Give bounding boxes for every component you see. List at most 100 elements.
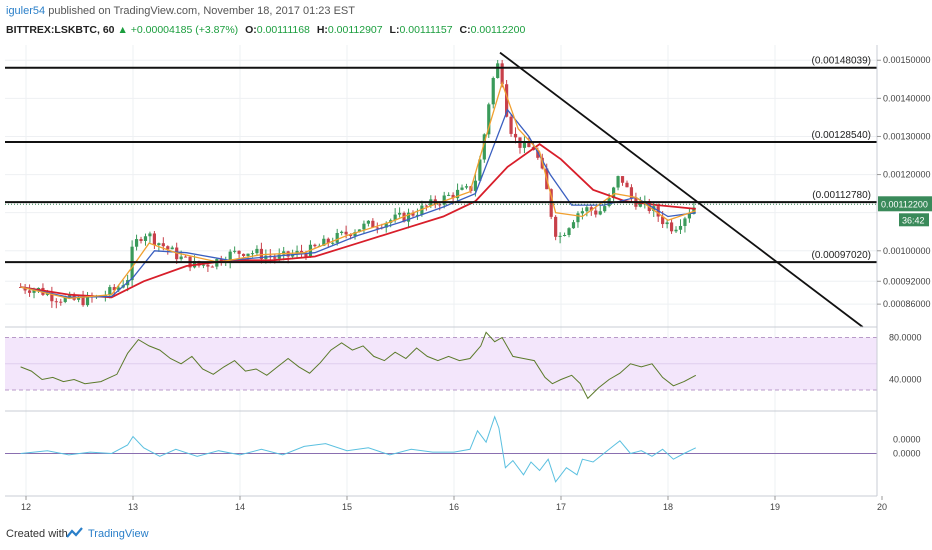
tradingview-brand[interactable]: TradingView bbox=[88, 528, 149, 540]
candle-body bbox=[50, 293, 54, 302]
candle-body bbox=[148, 233, 152, 237]
tradingview-logo-icon bbox=[66, 527, 83, 538]
candle-body bbox=[424, 205, 428, 207]
ema-slow-line bbox=[20, 142, 696, 299]
candle-body bbox=[228, 251, 232, 262]
price-tick-label: 0.00120000 bbox=[883, 170, 931, 180]
candle-body bbox=[580, 211, 584, 214]
candle-body bbox=[567, 228, 571, 235]
ema-fast-line bbox=[20, 81, 697, 300]
candle-body bbox=[375, 227, 379, 229]
candle-body bbox=[170, 247, 174, 250]
countdown-tag: 36:42 bbox=[902, 215, 925, 225]
price-axis[interactable]: 0.00150000 0.00140000 0.00130000 0.00120000… bbox=[877, 55, 932, 459]
candle-body bbox=[571, 222, 576, 229]
oscillator-pane bbox=[5, 415, 877, 483]
candle-body bbox=[669, 222, 674, 232]
candle-body bbox=[134, 239, 139, 247]
osc-tick-label: 0.0000 bbox=[893, 449, 921, 459]
candle-body bbox=[687, 213, 691, 219]
candle-body bbox=[487, 104, 491, 135]
candle-body bbox=[340, 231, 344, 233]
candle-body bbox=[291, 254, 295, 257]
candle-body bbox=[77, 297, 81, 300]
ema-mid-line bbox=[20, 108, 696, 298]
candle-body bbox=[522, 142, 527, 148]
candle-body bbox=[447, 194, 451, 196]
candle-body bbox=[331, 242, 335, 244]
price-tick-label: 0.00150000 bbox=[883, 55, 931, 65]
time-tick-label: 13 bbox=[128, 502, 138, 512]
candle-body bbox=[366, 220, 370, 224]
published-text: published on TradingView.com, November 1… bbox=[48, 5, 355, 17]
price-tick-label: 0.00100000 bbox=[883, 246, 931, 256]
open-value: 0.00111168 bbox=[256, 24, 310, 36]
candle-body bbox=[505, 84, 509, 117]
candle-body bbox=[63, 297, 67, 302]
candle-body bbox=[513, 133, 518, 138]
rsi-pane bbox=[20, 331, 697, 400]
price-tick-label: 0.00130000 bbox=[883, 131, 931, 141]
last-price-tag-box bbox=[878, 196, 932, 212]
candle-body bbox=[411, 212, 415, 216]
candle-body bbox=[415, 214, 420, 216]
open-label: O: bbox=[245, 24, 257, 36]
symbol-line: BITTREX:LSKBTC, 60 ▲ +0.00004185 (+3.87%… bbox=[6, 24, 525, 36]
candle-body bbox=[179, 256, 183, 260]
time-axis[interactable]: 12 13 14 15 16 17 18 19 20 bbox=[21, 496, 887, 512]
high-label: H: bbox=[316, 24, 328, 36]
candle-body bbox=[357, 229, 362, 233]
level-label: (0.00112780) bbox=[812, 190, 871, 201]
candle-body bbox=[117, 287, 121, 291]
candle-body bbox=[536, 150, 540, 158]
candle-body bbox=[496, 63, 500, 78]
candle-body bbox=[629, 187, 634, 199]
candle-body bbox=[59, 301, 63, 303]
candle-body bbox=[478, 159, 482, 181]
candle-body bbox=[197, 260, 201, 266]
candle-body bbox=[402, 212, 406, 222]
candle-body bbox=[558, 235, 562, 237]
candles bbox=[19, 59, 696, 309]
candle-body bbox=[616, 176, 620, 188]
candle-body bbox=[594, 210, 598, 215]
level-label: (0.00128540) bbox=[812, 130, 872, 141]
last-price-tag: 0.00112200 bbox=[881, 199, 928, 209]
candle-body bbox=[620, 176, 625, 183]
candle-body bbox=[299, 250, 304, 254]
candle-body bbox=[612, 187, 616, 199]
close-label: C: bbox=[459, 24, 471, 36]
trendline bbox=[499, 51, 864, 328]
candle-body bbox=[246, 253, 250, 256]
candle-body bbox=[304, 253, 308, 257]
candle-body bbox=[68, 294, 72, 298]
candle-body bbox=[259, 248, 263, 259]
candle-body bbox=[85, 295, 90, 306]
level-label: (0.00148039) bbox=[812, 56, 872, 67]
price-tick-label: 0.00140000 bbox=[883, 93, 931, 103]
candle-body bbox=[161, 243, 165, 247]
time-tick-label: 19 bbox=[770, 502, 780, 512]
candle-body bbox=[603, 206, 607, 212]
candle-body bbox=[210, 266, 214, 268]
moving-averages bbox=[20, 81, 697, 300]
publish-line: iguler54 published on TradingView.com, N… bbox=[6, 5, 355, 17]
candle-body bbox=[45, 293, 49, 295]
time-tick-label: 15 bbox=[342, 502, 352, 512]
horizontal-levels: (0.00148039) (0.00128540) (0.00112780) (0.0… bbox=[5, 56, 877, 264]
candle-body bbox=[353, 232, 357, 237]
change-value: ▲ +0.00004185 (+3.87%) bbox=[117, 24, 239, 36]
candle-body bbox=[371, 220, 375, 228]
author-link[interactable]: iguler54 bbox=[6, 5, 46, 17]
countdown-tag-box bbox=[899, 213, 929, 227]
chart-footer: Created with TradingView bbox=[0, 518, 932, 550]
candle-body bbox=[482, 134, 486, 160]
low-value: 0.00111157 bbox=[399, 24, 453, 36]
candle-body bbox=[143, 236, 148, 241]
candle-body bbox=[576, 213, 580, 223]
time-tick-label: 17 bbox=[556, 502, 566, 512]
candle-body bbox=[255, 248, 259, 254]
candle-body bbox=[562, 234, 567, 236]
candle-body bbox=[420, 205, 424, 215]
